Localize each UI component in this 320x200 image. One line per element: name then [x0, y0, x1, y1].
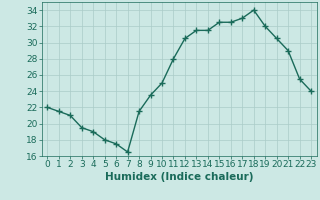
X-axis label: Humidex (Indice chaleur): Humidex (Indice chaleur)	[105, 172, 253, 182]
